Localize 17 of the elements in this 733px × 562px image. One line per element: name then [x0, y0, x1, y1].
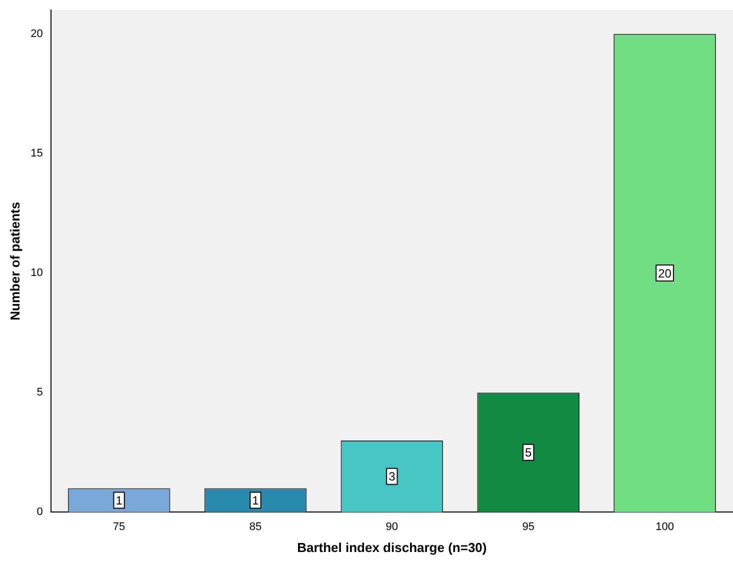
data-label: 20: [658, 266, 672, 280]
x-tick-label: 95: [522, 520, 534, 533]
x-tick-label: 100: [656, 520, 674, 533]
x-axis-title: Barthel index discharge (n=30): [297, 540, 487, 555]
x-tick-label: 85: [249, 520, 262, 533]
y-tick-label: 0: [36, 506, 43, 518]
data-label: 5: [525, 446, 532, 460]
y-axis-title: Number of patients: [7, 202, 22, 320]
x-tick-label: 90: [386, 520, 398, 533]
x-tick-label: 75: [112, 520, 126, 533]
data-label: 1: [116, 494, 123, 508]
y-tick-label: 10: [30, 267, 43, 280]
y-tick-label: 5: [36, 386, 43, 399]
data-label: 3: [388, 470, 396, 484]
y-tick-label: 15: [30, 148, 43, 160]
y-tick-label: 20: [30, 28, 43, 40]
data-label: 1: [252, 494, 260, 508]
